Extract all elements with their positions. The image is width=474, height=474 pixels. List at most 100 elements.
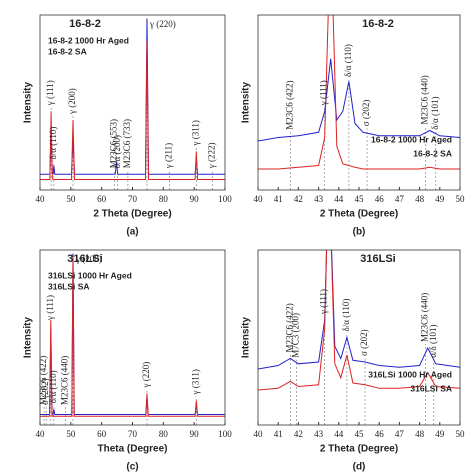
spectrum-line (258, 250, 460, 370)
x-tick-label: 60 (97, 194, 107, 204)
chart-title: 316LSi (67, 253, 102, 265)
x-tick-label: 46 (375, 429, 385, 439)
peak-label: γ (111) (45, 295, 55, 321)
x-tick-label: 40 (254, 194, 264, 204)
x-tick-label: 49 (435, 429, 445, 439)
spectrum-line (258, 15, 460, 170)
legend-entry: 316LSi 1000 Hr Aged (48, 270, 132, 280)
peak-label: γ (200) (67, 88, 77, 115)
peak-label: σ (202) (40, 378, 50, 405)
legend-entry: 316LSi SA (410, 383, 452, 393)
x-tick-label: 50 (66, 429, 76, 439)
y-axis-label: Intensity (23, 317, 34, 359)
peak-label: γ (211) (164, 143, 174, 169)
peak-label: M23C6 (733) (122, 119, 132, 168)
peak-label: δ/α (110) (343, 44, 353, 77)
spectrum-line (258, 250, 460, 391)
peak-label: M23C6 (422) (38, 356, 48, 405)
peak-label: M23C6 (553) (109, 119, 119, 168)
x-tick-label: 40 (254, 429, 264, 439)
x-tick-label: 50 (456, 194, 466, 204)
x-tick-label: 50 (66, 194, 76, 204)
x-tick-label: 100 (218, 429, 232, 439)
x-tick-label: 48 (415, 194, 425, 204)
peak-label: α/δ (101) (428, 325, 438, 358)
plot (258, 15, 460, 190)
peak-label: δ/α (110) (48, 370, 58, 403)
x-tick-label: 90 (190, 194, 200, 204)
x-tick-label: 70 (128, 429, 138, 439)
chart-title: 16-8-2 (69, 18, 101, 30)
chart-title: 16-8-2 (362, 18, 394, 30)
x-tick-label: 60 (97, 429, 107, 439)
legend-entry: 16-8-2 SA (413, 148, 452, 158)
peak-label: δ/α (110) (48, 127, 58, 160)
x-tick-label: 45 (355, 429, 365, 439)
peak-label: M23C6 (440) (60, 356, 70, 405)
peak-label: γ (222) (207, 143, 217, 170)
peak-label: γ (220) (149, 19, 176, 29)
panel-label: (c) (126, 462, 138, 473)
x-tick-label: 40 (36, 194, 46, 204)
peak-label: M23C6 (440) (420, 75, 430, 124)
peak-label: σ (202) (361, 100, 371, 127)
x-tick-label: 70 (128, 194, 138, 204)
x-axis-label: 2 Theta (Degree) (320, 209, 398, 220)
peak-label: σ (202) (359, 329, 369, 356)
peak-label: M7C3 (200) (290, 313, 300, 358)
x-tick-label: 50 (456, 429, 466, 439)
x-tick-label: 46 (375, 194, 385, 204)
x-tick-label: 100 (218, 194, 232, 204)
x-tick-label: 80 (159, 194, 169, 204)
y-axis-label: Intensity (23, 82, 34, 124)
plot (258, 250, 460, 425)
x-tick-label: 49 (435, 194, 445, 204)
peak-label: M23C6 (440) (420, 293, 430, 342)
peak-label: δ/α (200) (112, 135, 122, 168)
panel-label: (a) (126, 227, 138, 238)
plot (40, 18, 225, 190)
peak-label: M23C6 (422) (284, 303, 294, 352)
legend-entry: 316LSi 1000 Hr Aged (368, 369, 452, 379)
x-tick-label: 43 (314, 429, 324, 439)
x-tick-label: 41 (274, 429, 283, 439)
x-tick-label: 47 (395, 194, 405, 204)
y-axis-label: Intensity (241, 317, 252, 359)
peak-label: γ (111) (319, 289, 329, 315)
peak-label: γ (311) (190, 120, 200, 146)
x-tick-label: 41 (274, 194, 283, 204)
spectrum-line (40, 41, 225, 180)
x-tick-label: 44 (334, 194, 344, 204)
peak-label: γ (111) (319, 80, 329, 106)
x-tick-label: 40 (36, 429, 46, 439)
plot (40, 253, 225, 425)
peak-label: γ (200) (75, 254, 102, 264)
x-tick-label: 48 (415, 429, 425, 439)
x-axis-label: 2 Theta (Degree) (320, 444, 398, 455)
legend-entry: 16-8-2 1000 Hr Aged (371, 134, 452, 144)
panel-label: (d) (353, 462, 366, 473)
x-axis-label: 2 Theta (Degree) (93, 209, 171, 220)
x-tick-label: 45 (355, 194, 365, 204)
panel-label: (b) (353, 227, 366, 238)
x-tick-label: 90 (190, 429, 200, 439)
spectrum-line (258, 58, 460, 142)
legend-entry: 316LSi SA (48, 281, 90, 291)
x-tick-label: 42 (294, 194, 303, 204)
x-tick-label: 80 (159, 429, 169, 439)
peak-label: M23C6 (422) (284, 80, 294, 129)
legend-entry: 16-8-2 1000 Hr Aged (48, 35, 129, 45)
peak-label: γ (311) (190, 369, 200, 395)
x-tick-label: 47 (395, 429, 405, 439)
peak-label: δ/α (101) (430, 97, 440, 130)
peak-label: γ (111) (45, 80, 55, 106)
x-axis-label: Theta (Degree) (97, 444, 167, 455)
peak-label: δ/α (110) (341, 299, 351, 332)
x-tick-label: 43 (314, 194, 324, 204)
spectrum-line (40, 256, 225, 417)
legend-entry: 16-8-2 SA (48, 46, 87, 56)
y-axis-label: Intensity (241, 82, 252, 124)
chart-title: 316LSi (360, 253, 395, 265)
x-tick-label: 42 (294, 429, 303, 439)
